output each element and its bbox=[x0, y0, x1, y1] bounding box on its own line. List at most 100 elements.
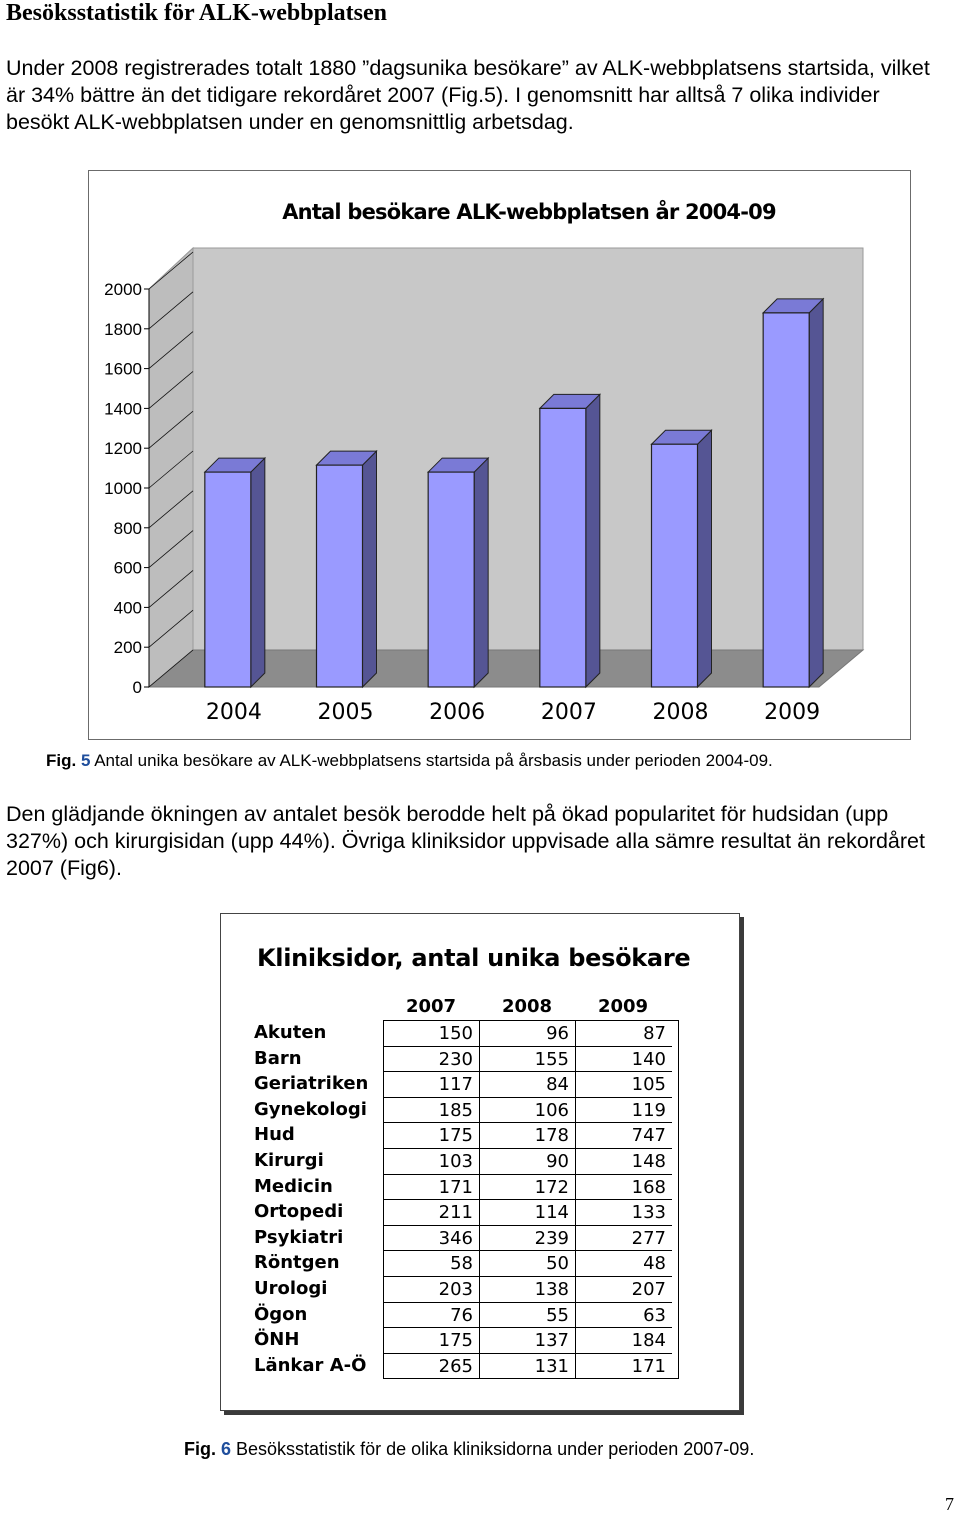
table-cell: 175 bbox=[384, 1123, 480, 1149]
table-cell: 117 bbox=[384, 1072, 480, 1098]
table-row: Psykiatri bbox=[221, 1225, 739, 1251]
table-row: Länkar A-Ö bbox=[221, 1353, 739, 1379]
figure-6-caption: Fig. 6 Besöksstatistik för de olika klin… bbox=[184, 1439, 754, 1460]
caption-text: Besöksstatistik för de olika kliniksidor… bbox=[231, 1439, 755, 1459]
table-cell: 133 bbox=[576, 1200, 672, 1226]
row-label: Ögon bbox=[254, 1303, 308, 1325]
table-cell: 114 bbox=[480, 1200, 576, 1226]
table-row: Kirurgi bbox=[221, 1148, 739, 1174]
table-cell: 277 bbox=[576, 1226, 672, 1252]
y-tick-diagonal bbox=[148, 490, 194, 529]
table-cell: 137 bbox=[480, 1328, 576, 1354]
table-cell: 171 bbox=[631, 1355, 666, 1377]
x-tick-label: 2007 bbox=[541, 700, 597, 725]
caption-number: 5 bbox=[80, 751, 91, 770]
table-cell: 211 bbox=[384, 1200, 480, 1226]
y-tick-diagonal bbox=[148, 331, 194, 369]
y-tick-label: 1200 bbox=[104, 439, 142, 458]
y-tick-label: 1400 bbox=[104, 399, 142, 418]
bar bbox=[650, 443, 699, 688]
bar bbox=[204, 471, 252, 688]
table-cell: 150 bbox=[384, 1021, 480, 1047]
row-label: Länkar A-Ö bbox=[254, 1354, 367, 1376]
table-cell: 90 bbox=[480, 1149, 576, 1175]
row-label: Medicin bbox=[254, 1175, 333, 1197]
table-cell: 747 bbox=[576, 1123, 672, 1149]
bar-side bbox=[250, 456, 266, 689]
table-grid: 150 96 87 230 155 140 117 84 105 185 106 119 175 178 7… bbox=[383, 1020, 679, 1380]
table-cell: 103 bbox=[384, 1149, 480, 1175]
bar bbox=[315, 464, 364, 688]
table-cell: 131 bbox=[480, 1353, 576, 1380]
table-cell: 63 bbox=[576, 1303, 672, 1329]
y-tick-diagonal bbox=[148, 530, 194, 568]
y-tick-label: 600 bbox=[114, 559, 142, 578]
y-tick-label: 1000 bbox=[104, 479, 142, 498]
table-cell: 265 bbox=[384, 1353, 480, 1380]
bar bbox=[539, 407, 587, 688]
chart-side-wall bbox=[148, 246, 194, 689]
page-number: 7 bbox=[945, 1494, 954, 1514]
table-cell: 87 bbox=[576, 1021, 672, 1047]
page-heading: Besöksstatistik för ALK-webbplatsen bbox=[6, 0, 387, 26]
caption-label: Fig. bbox=[46, 751, 77, 770]
table-cell: 207 bbox=[576, 1277, 672, 1303]
table-cell: 105 bbox=[576, 1072, 672, 1098]
table-cell: 346 bbox=[384, 1225, 480, 1252]
row-label: Barn bbox=[254, 1047, 302, 1069]
y-tick-diagonal bbox=[148, 609, 194, 648]
y-tick-diagonal bbox=[148, 410, 194, 449]
table-row: Medicin bbox=[221, 1174, 739, 1200]
table-cell: 175 bbox=[384, 1328, 480, 1354]
x-tick-label: 2005 bbox=[318, 700, 374, 725]
table-cell: 171 bbox=[384, 1174, 480, 1201]
x-tick-label: 2004 bbox=[206, 700, 262, 725]
bar-side bbox=[362, 449, 377, 689]
table-cell: 58 bbox=[384, 1251, 480, 1277]
table-row: Geriatriken bbox=[221, 1071, 739, 1097]
table-cell: 155 bbox=[480, 1046, 576, 1073]
table-cell: 119 bbox=[576, 1098, 672, 1124]
table-cell: 76 bbox=[384, 1302, 480, 1329]
table-row: Hud bbox=[221, 1122, 739, 1148]
row-label: Urologi bbox=[254, 1277, 328, 1299]
bar bbox=[427, 471, 475, 688]
bar-side bbox=[585, 393, 601, 689]
table-cell: 96 bbox=[480, 1021, 576, 1047]
table-cell: 106 bbox=[480, 1097, 576, 1124]
row-label: Hud bbox=[254, 1124, 295, 1146]
y-tick-diagonal bbox=[148, 371, 194, 409]
y-tick-label: 400 bbox=[114, 598, 142, 617]
y-tick-label: 800 bbox=[114, 519, 142, 538]
paragraph-results: Den glädjande ökningen av antalet besök … bbox=[6, 802, 925, 880]
row-label: Röntgen bbox=[254, 1252, 340, 1274]
row-label: ÖNH bbox=[254, 1329, 300, 1351]
y-tick-diagonal bbox=[148, 450, 194, 489]
row-label: Kirurgi bbox=[254, 1149, 324, 1171]
caption-text: Antal unika besökare av ALK-webbplatsens… bbox=[90, 751, 773, 770]
x-tick-label: 2009 bbox=[764, 700, 820, 725]
row-label: Ortopedi bbox=[254, 1201, 344, 1223]
table-title: Kliniksidor, antal unika besökare bbox=[257, 944, 691, 972]
table-cell: 239 bbox=[480, 1225, 576, 1252]
year-header: 2009 bbox=[597, 996, 649, 1017]
year-header: 2007 bbox=[405, 996, 457, 1017]
table-row: Urologi bbox=[221, 1276, 739, 1302]
year-header: 2008 bbox=[501, 996, 553, 1017]
x-tick-label: 2008 bbox=[653, 700, 709, 725]
x-tick-label: 2006 bbox=[429, 700, 485, 725]
table-row: Barn bbox=[221, 1046, 739, 1072]
figure-6-table: Kliniksidor, antal unika besökare 2007 2… bbox=[220, 913, 740, 1411]
y-tick-diagonal bbox=[148, 570, 194, 608]
caption-label: Fig. bbox=[184, 1439, 216, 1459]
row-label: Gynekologi bbox=[254, 1098, 367, 1120]
table-cell: 140 bbox=[576, 1047, 672, 1073]
row-label: Geriatriken bbox=[254, 1073, 369, 1095]
table-row: Gynekologi bbox=[221, 1097, 739, 1123]
table-cell: 230 bbox=[384, 1046, 480, 1073]
table-cell: 84 bbox=[480, 1072, 576, 1098]
table-cell: 48 bbox=[576, 1251, 672, 1277]
table-body: Akuten Barn Geriatriken Gynekologi Hud Kirurg… bbox=[221, 1020, 739, 1380]
table-row: Ortopedi bbox=[221, 1199, 739, 1225]
y-tick-diagonal bbox=[148, 649, 194, 688]
